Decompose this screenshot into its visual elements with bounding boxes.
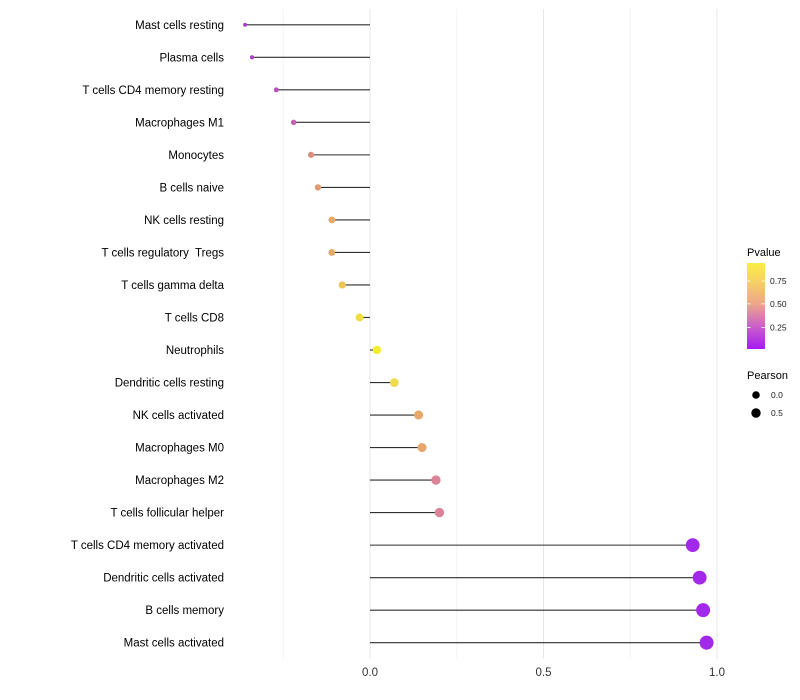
x-tick-label: 1.0	[709, 667, 725, 679]
category-label: Macrophages M2	[135, 475, 224, 487]
lollipop-dot	[389, 378, 399, 387]
lollipop-dot	[696, 603, 711, 618]
category-label: Mast cells activated	[124, 638, 224, 650]
category-label: B cells memory	[145, 605, 224, 617]
lollipop-dot	[290, 119, 297, 126]
category-label: B cells naive	[159, 182, 224, 194]
lollipop-dot	[434, 507, 445, 518]
lollipop-dot	[692, 570, 707, 585]
pvalue-legend-title: Pvalue	[747, 247, 781, 259]
category-label: Macrophages M0	[135, 443, 224, 455]
category-label: Dendritic cells activated	[103, 573, 224, 585]
category-label: T cells regulatory Tregs	[101, 247, 224, 259]
pearson-legend-dot	[751, 408, 761, 418]
lollipop-dot	[243, 22, 248, 27]
pearson-legend-label: 0.0	[771, 390, 783, 400]
category-label: Neutrophils	[166, 345, 224, 357]
pearson-legend-dot	[752, 391, 760, 399]
pvalue-tick-label: 0.25	[770, 323, 787, 333]
lollipop-dot	[431, 475, 441, 485]
lollipop-dot	[273, 87, 279, 93]
lollipop-dot	[249, 55, 255, 60]
lollipop-dot	[414, 410, 424, 420]
x-tick-label: 0.5	[536, 667, 552, 679]
category-label: Dendritic cells resting	[115, 378, 224, 390]
lollipop-dot	[372, 345, 382, 355]
lollipop-dot	[355, 313, 364, 322]
lollipop-dot	[307, 151, 315, 158]
category-label: NK cells resting	[144, 215, 224, 227]
category-label: Monocytes	[168, 150, 224, 162]
pearson-legend-label: 0.5	[771, 408, 783, 418]
pvalue-tick-label: 0.75	[770, 276, 787, 286]
lollipop-dot	[699, 635, 714, 650]
category-label: T cells CD4 memory activated	[71, 540, 224, 552]
lollipop-dot	[417, 443, 427, 453]
pvalue-colorbar	[747, 263, 765, 349]
category-label: T cells gamma delta	[121, 280, 224, 292]
pvalue-tick-label: 0.50	[770, 299, 787, 309]
category-label: Mast cells resting	[135, 20, 224, 32]
pearson-legend-title: Pearson	[747, 370, 788, 382]
category-label: Macrophages M1	[135, 117, 224, 129]
category-label: Plasma cells	[159, 52, 224, 64]
lollipop-dot	[685, 538, 700, 553]
lollipop-dot	[338, 281, 346, 289]
category-label: T cells CD8	[165, 312, 224, 324]
lollipop-dot	[328, 249, 336, 256]
category-label: NK cells activated	[133, 410, 224, 422]
category-label: T cells CD4 memory resting	[82, 85, 224, 97]
category-label: T cells follicular helper	[110, 508, 224, 520]
lollipop-dot	[328, 216, 336, 224]
lollipop-dot	[314, 184, 322, 191]
x-tick-label: 0.0	[362, 667, 378, 679]
